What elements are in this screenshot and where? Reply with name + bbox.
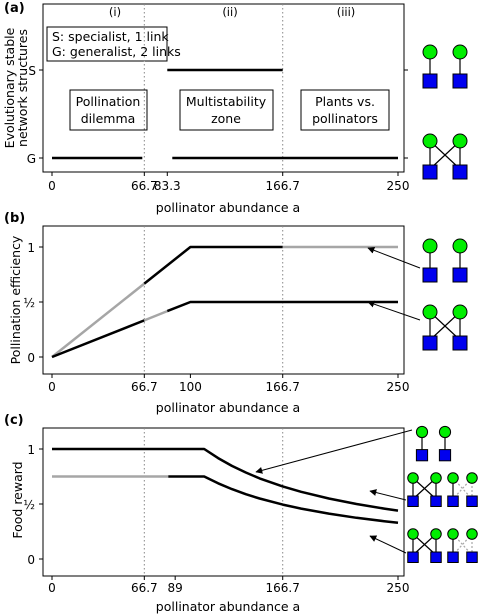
arrow bbox=[255, 429, 413, 474]
panel-c-frame bbox=[42, 427, 405, 577]
panel-a: (a) (i) (ii) (iii) S: specialist, 1 link… bbox=[2, 1, 409, 215]
y-tick-label: 1 bbox=[27, 443, 35, 457]
box1-line2: dilemma bbox=[81, 111, 136, 126]
y-tick-label: ½ bbox=[23, 498, 35, 512]
panel-c-label: (c) bbox=[4, 413, 24, 428]
specialist-network-icon bbox=[415, 425, 429, 462]
panel-b: (b) Pollination efficiency pollinator ab… bbox=[4, 211, 409, 415]
pollination-dilemma-box bbox=[69, 89, 148, 131]
specialist-network-icon bbox=[438, 425, 452, 462]
region-iii-label: (iii) bbox=[337, 5, 356, 19]
y-tick-label: 0 bbox=[27, 351, 35, 365]
x-tick-label: 166.7 bbox=[266, 179, 300, 193]
legend-box bbox=[46, 26, 168, 62]
panel-b-ylabel: Pollination efficiency bbox=[8, 235, 23, 364]
x-tick-label: 66.7 bbox=[131, 179, 158, 193]
generalist-network-icon bbox=[447, 472, 478, 507]
generalist-network-icon bbox=[407, 472, 442, 507]
annotation-arrows bbox=[255, 246, 421, 554]
panel-c-ylabel: Food reward bbox=[10, 461, 25, 538]
x-tick-label: 250 bbox=[387, 581, 410, 595]
x-tick-label: 166.7 bbox=[266, 380, 300, 394]
panel-c-xlabel: pollinator abundance a bbox=[156, 599, 300, 614]
panel-b-label: (b) bbox=[4, 211, 25, 226]
arrow bbox=[369, 535, 407, 554]
legend-generalist: G: generalist, 2 links bbox=[52, 44, 181, 59]
x-tick-label: 166.7 bbox=[266, 581, 300, 595]
panel-a-frame bbox=[42, 3, 405, 173]
series-line bbox=[51, 282, 146, 358]
multistability-box bbox=[179, 89, 274, 131]
panel-a-label: (a) bbox=[4, 1, 25, 16]
specialist-network-icon bbox=[422, 44, 438, 89]
series-line bbox=[52, 447, 399, 512]
box3-line2: pollinators bbox=[312, 111, 378, 126]
y-tick-label: 1 bbox=[27, 241, 35, 255]
generalist-network-icon bbox=[447, 528, 478, 563]
arrow bbox=[369, 489, 407, 501]
specialist-network-icon bbox=[452, 44, 468, 89]
y-category-label: G bbox=[27, 152, 36, 166]
series-line bbox=[168, 475, 399, 524]
box1-line1: Pollination bbox=[76, 94, 141, 109]
arrow bbox=[367, 300, 421, 321]
x-tick-label: 0 bbox=[48, 179, 56, 193]
generalist-network-icon bbox=[422, 133, 468, 180]
x-tick-label: 66.7 bbox=[131, 581, 158, 595]
y-tick-label: ½ bbox=[23, 296, 35, 310]
legend-specialist: S: specialist, 1 link bbox=[52, 29, 169, 44]
panel-b-xlabel: pollinator abundance a bbox=[156, 400, 300, 415]
x-tick-label: 0 bbox=[48, 380, 56, 394]
box3-line1: Plants vs. bbox=[315, 94, 375, 109]
y-category-label: S bbox=[28, 64, 36, 78]
plants-vs-pollinators-box bbox=[300, 89, 390, 131]
region-ii-label: (ii) bbox=[222, 5, 237, 19]
panel-c: (c) Food reward pollinator abundance a 0… bbox=[4, 413, 409, 614]
arrow bbox=[367, 246, 421, 269]
series-line bbox=[143, 309, 168, 322]
network-icons bbox=[407, 44, 478, 563]
y-tick-label: 0 bbox=[27, 553, 35, 567]
panel-b-frame bbox=[42, 225, 405, 375]
box2-line2: zone bbox=[211, 111, 241, 126]
generalist-network-icon bbox=[422, 304, 468, 351]
x-tick-label: 89 bbox=[168, 581, 183, 595]
x-tick-label: 100 bbox=[179, 380, 202, 394]
specialist-network-icon bbox=[452, 238, 468, 283]
region-i-label: (i) bbox=[109, 5, 121, 19]
panel-a-ylabel-line1: Evolutionary stable bbox=[2, 27, 17, 148]
panel-a-ylabel-line2: network structures bbox=[15, 29, 30, 147]
x-tick-label: 83.3 bbox=[154, 179, 181, 193]
x-tick-label: 0 bbox=[48, 581, 56, 595]
generalist-network-icon bbox=[407, 528, 442, 563]
x-tick-label: 66.7 bbox=[131, 380, 158, 394]
specialist-network-icon bbox=[422, 238, 438, 283]
series-line bbox=[166, 300, 398, 313]
x-tick-label: 250 bbox=[387, 380, 410, 394]
series-line bbox=[143, 245, 283, 285]
box2-line1: Multistability bbox=[186, 94, 267, 109]
panel-a-xlabel: pollinator abundance a bbox=[156, 200, 300, 215]
x-tick-label: 250 bbox=[387, 179, 410, 193]
series-line bbox=[51, 319, 145, 359]
